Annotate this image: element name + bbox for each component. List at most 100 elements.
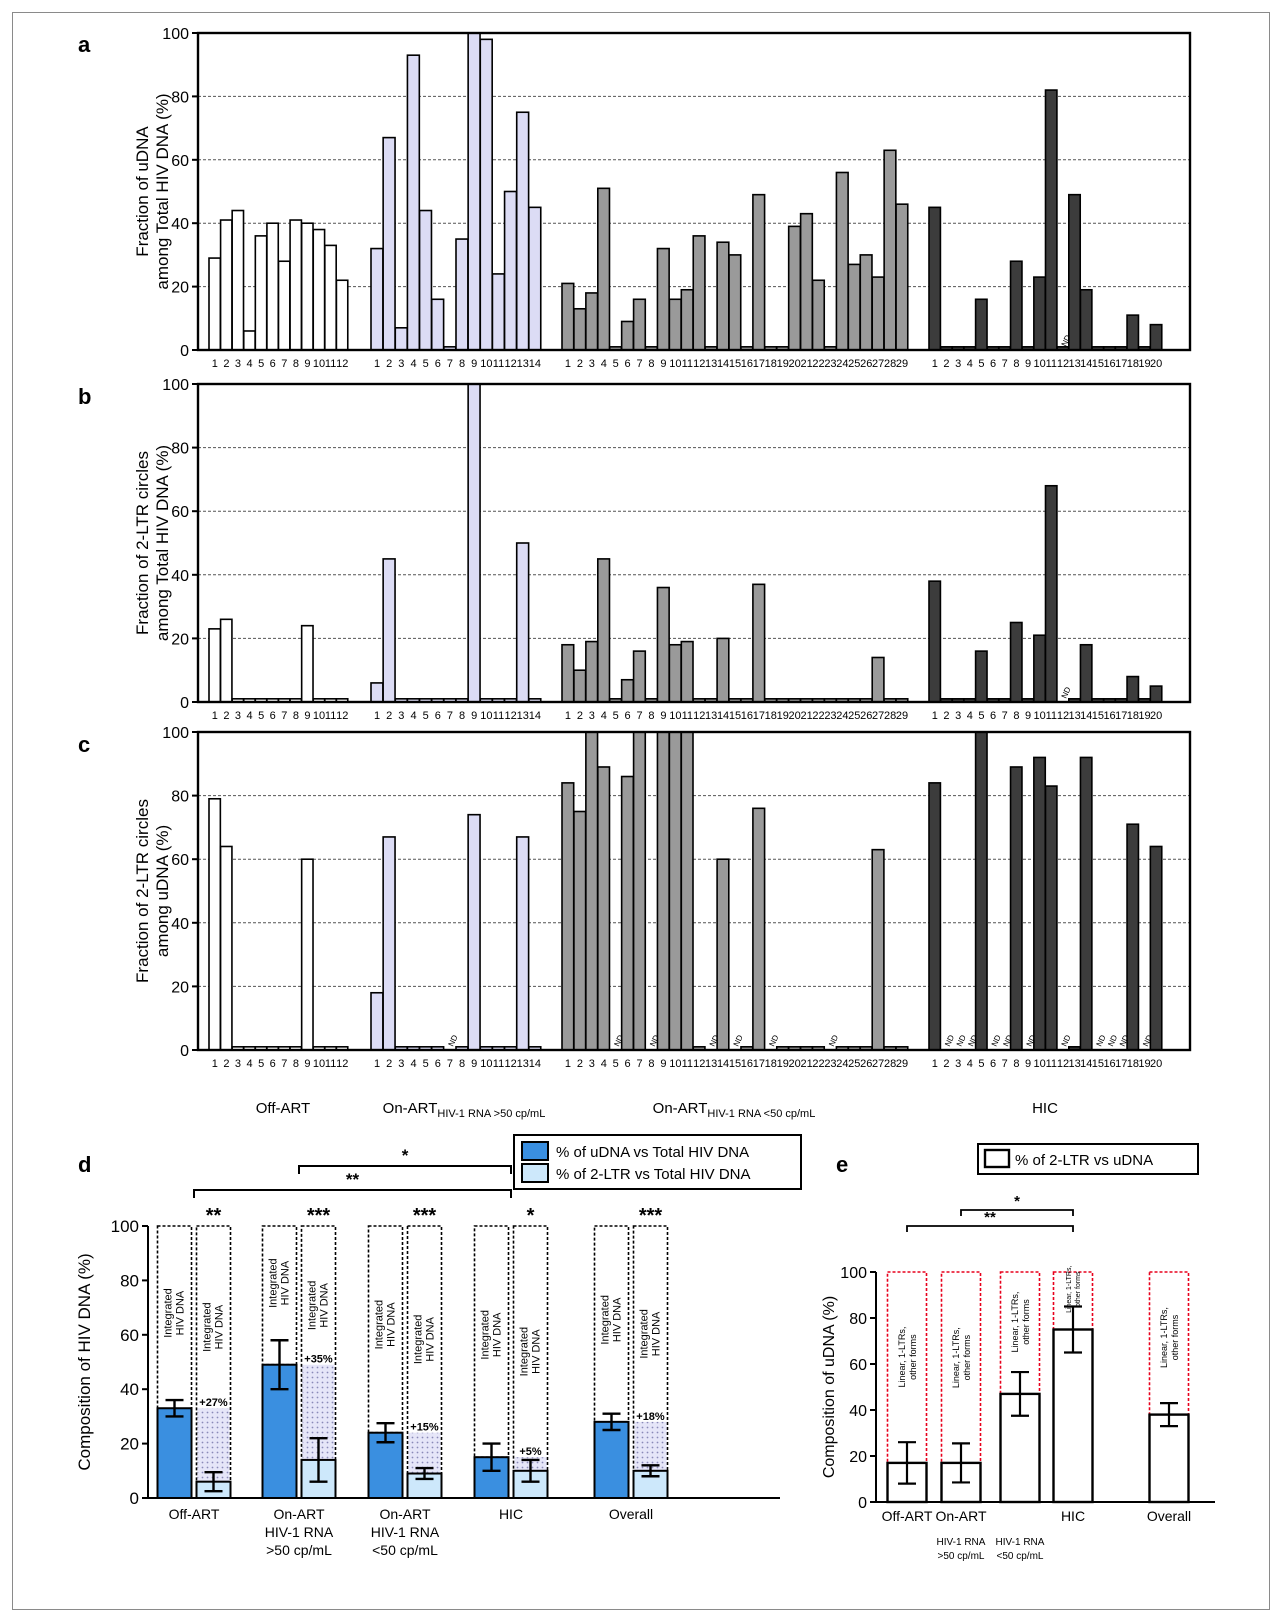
other-forms-label: Linear, 1-LTRs,other forms [1159, 1307, 1180, 1368]
bar [324, 244, 337, 351]
significance-star: * [527, 1205, 535, 1227]
x-tick-label: 9 [1025, 358, 1031, 370]
legend-swatch-udna [521, 1141, 549, 1161]
integrated-label: IntegratedHIV DNA [268, 1258, 292, 1308]
x-tick-label: 9 [471, 1058, 477, 1070]
y-tick-label: 80 [849, 1311, 867, 1328]
other-forms-box [886, 1271, 928, 1464]
x-tick-label: 8 [459, 1058, 465, 1070]
x-tick-label: 6 [270, 1058, 276, 1070]
integrated-label-line: Integrated [163, 1288, 175, 1338]
legend-box [513, 1134, 802, 1190]
x-tick-label: 18 [1127, 358, 1139, 370]
x-category-label: HIV-1 RNA [996, 1537, 1045, 1548]
x-tick-label: 1 [932, 710, 938, 722]
x-tick-label: 14 [529, 710, 541, 722]
x-tick-label: 16 [1103, 710, 1115, 722]
bar [1149, 685, 1163, 703]
x-tick-label: 4 [410, 710, 416, 722]
x-tick-label: 9 [304, 1058, 310, 1070]
panel-a: 0 20 40 60 80 100 Fraction of uDNAamong Total … [133, 26, 1192, 370]
x-tick-label: 23 [824, 1058, 836, 1070]
x-tick-label: 15 [1092, 358, 1104, 370]
x-tick-label: 6 [270, 710, 276, 722]
x-tick-label: 10 [313, 1058, 325, 1070]
x-tick-label: 12 [505, 358, 517, 370]
nd-label: ND [1106, 1033, 1119, 1047]
x-tick-label: 2 [223, 358, 229, 370]
y-tick-label: 20 [171, 979, 189, 996]
nd-label: ND [1060, 1033, 1073, 1047]
plot-border [196, 730, 1192, 1052]
integrated-label-line: HIV DNA [425, 1316, 437, 1361]
bar [1044, 785, 1058, 1051]
integrated-label-line: Integrated [519, 1327, 531, 1377]
y-tick-label: 0 [858, 1495, 867, 1512]
bar [871, 276, 885, 351]
x-tick-label: 10 [1034, 710, 1046, 722]
x-tick-label: 3 [589, 358, 595, 370]
x-tick-label: 1 [565, 358, 571, 370]
y-axis-label-line: Fraction of 2-LTR circles [133, 799, 152, 983]
x-tick-label: 4 [601, 710, 607, 722]
integrated-label: IntegratedHIV DNA [519, 1327, 543, 1377]
x-tick-label: 19 [777, 358, 789, 370]
x-tick-label: 9 [471, 358, 477, 370]
y-axis-label: Composition of HIV DNA (%) [75, 1253, 94, 1470]
nd-label: ND [1095, 1033, 1108, 1047]
bar [573, 307, 587, 351]
increment-label: +15% [410, 1422, 439, 1434]
x-tick-label: 2 [386, 1058, 392, 1070]
group-label-hic: HIC [1032, 1100, 1058, 1117]
x-tick-label: 13 [1069, 710, 1081, 722]
x-tick-label: 6 [625, 358, 631, 370]
bar [1033, 634, 1047, 703]
x-tick-label: 1 [374, 358, 380, 370]
integrated-label-line: Integrated [480, 1310, 492, 1360]
bar [573, 669, 587, 703]
x-tick-label: 19 [1138, 710, 1150, 722]
y-tick-label: 0 [130, 1489, 139, 1508]
y-tick-label: 80 [171, 89, 189, 106]
bar [528, 206, 542, 351]
x-tick-label: 1 [374, 1058, 380, 1070]
bar [491, 273, 506, 351]
panel-letter-e: e [836, 1152, 848, 1177]
x-tick-label: 8 [648, 710, 654, 722]
y-tick-label: 100 [162, 26, 189, 43]
bar [300, 858, 314, 1051]
bar [382, 558, 396, 703]
other-forms-label-line: Linear, 1-LTRs, [951, 1327, 961, 1388]
x-tick-label: 10 [669, 1058, 681, 1070]
bar [515, 836, 530, 1051]
integrated-label-line: HIV DNA [175, 1290, 187, 1335]
panel-letter-d: d [78, 1152, 91, 1177]
bar [242, 330, 256, 351]
integrated-label-line: Integrated [600, 1295, 612, 1345]
y-tick-label: 40 [849, 1403, 867, 1420]
integrated-label-line: Integrated [639, 1309, 651, 1359]
other-forms-label-line: other forms [1075, 1271, 1082, 1307]
integrated-label-line: HIV DNA [319, 1282, 331, 1327]
bar [974, 731, 988, 1051]
bar [1068, 193, 1082, 351]
bracket-label: ** [346, 1170, 360, 1189]
x-tick-label: 9 [1025, 710, 1031, 722]
increment-label: +18% [636, 1411, 665, 1423]
bar [656, 731, 670, 1051]
x-category-label: >50 cp/mL [938, 1551, 985, 1562]
x-tick-label: 5 [613, 710, 619, 722]
x-tick-label: 24 [836, 1058, 848, 1070]
bar [430, 298, 445, 351]
legend-label: % of 2-LTR vs uDNA [1015, 1152, 1153, 1169]
x-tick-label: 10 [480, 358, 492, 370]
bar [632, 650, 647, 703]
increment-area [408, 1432, 441, 1474]
x-tick-label: 4 [967, 358, 973, 370]
x-tick-label: 14 [717, 710, 729, 722]
legend-label-udna: % of uDNA vs Total HIV DNA [556, 1144, 749, 1161]
significance-bracket [906, 1225, 1074, 1232]
bar [370, 682, 384, 703]
x-tick-label: 5 [258, 1058, 264, 1070]
x-tick-label: 19 [1138, 1058, 1150, 1070]
